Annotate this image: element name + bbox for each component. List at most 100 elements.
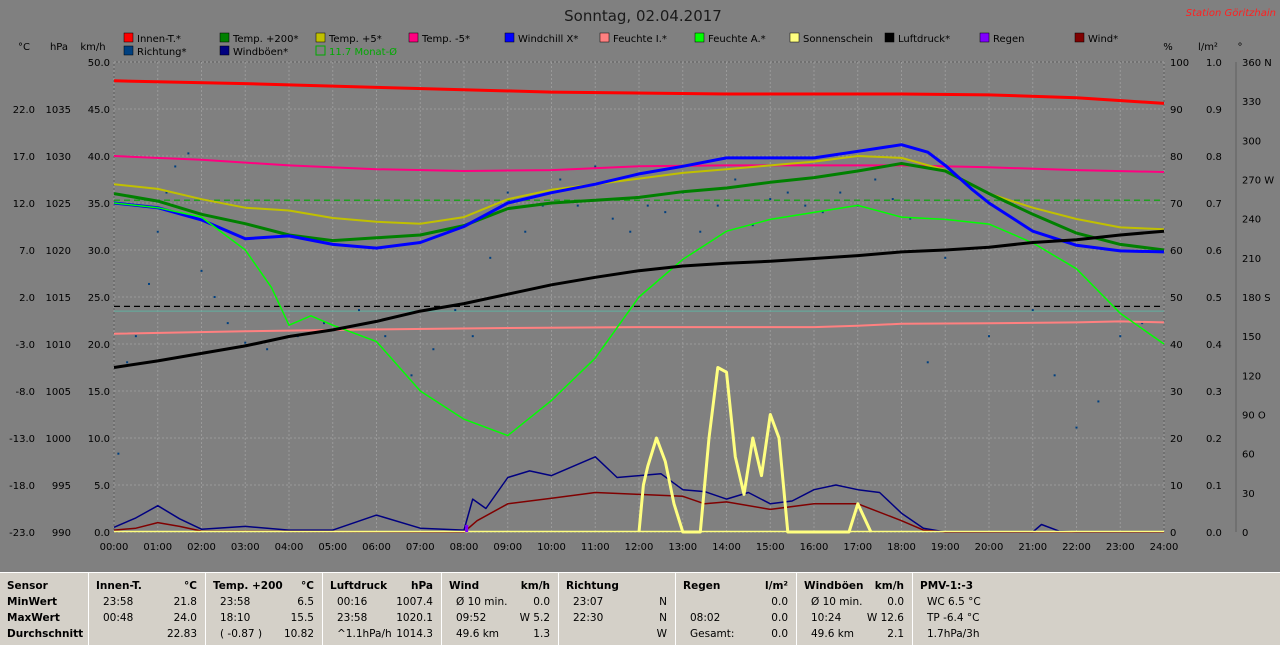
- richtung-point: [1097, 400, 1100, 403]
- richtung-point: [576, 204, 579, 207]
- tick-percent: 40: [1170, 340, 1183, 351]
- richtung-point: [734, 178, 737, 181]
- tick-celsius: 12.0: [13, 199, 35, 210]
- richtung-point: [891, 198, 894, 201]
- richtung-point: [804, 204, 807, 207]
- footer-header: Temp. +200: [213, 580, 283, 592]
- footer-unit: hPa: [411, 580, 433, 592]
- tick-lm2: 0.4: [1206, 340, 1222, 351]
- footer-label: ( -0.87 ): [220, 628, 263, 640]
- tick-celsius: 17.0: [13, 152, 35, 163]
- footer-label: Ø 10 min.: [811, 596, 863, 608]
- footer-col: Innen-T. °C 23:58 21.8 00:48 24.0 22.83: [88, 573, 205, 645]
- tick-celsius: -23.0: [9, 528, 35, 539]
- tick-degree: 360 N: [1242, 58, 1272, 69]
- footer-value: 1014.3: [396, 628, 433, 640]
- richtung-point: [244, 341, 247, 344]
- tick-degree: 240: [1242, 215, 1261, 226]
- footer-header: Luftdruck: [330, 580, 388, 592]
- tick-celsius: -18.0: [9, 481, 35, 492]
- footer-unit: km/h: [520, 580, 550, 592]
- footer-value: 24.0: [173, 612, 197, 624]
- footer-value: 0.0: [533, 596, 550, 608]
- tick-celsius: -3.0: [15, 340, 35, 351]
- legend-swatch-sonne: [789, 32, 800, 43]
- unit-celsius: °C: [18, 42, 30, 53]
- weather-chart: Sonntag, 02.04.2017 Station Göritzhain I…: [0, 0, 1280, 572]
- richtung-point: [117, 452, 120, 455]
- footer-header: Wind: [449, 580, 480, 592]
- richtung-point: [1031, 309, 1034, 312]
- legend-label-feuchte_a: Feuchte A.*: [708, 34, 766, 45]
- footer-label: MaxWert: [7, 612, 60, 624]
- richtung-point: [226, 322, 229, 325]
- richtung-point: [524, 230, 527, 233]
- tick-time: 11:00: [581, 542, 610, 553]
- richtung-point: [165, 191, 168, 194]
- richtung-point: [699, 230, 702, 233]
- tick-time: 01:00: [143, 542, 172, 553]
- tick-time: 14:00: [712, 542, 741, 553]
- richtung-point: [769, 198, 772, 201]
- footer-value: 0.0: [771, 596, 788, 608]
- footer-value: 0.0: [771, 628, 788, 640]
- footer-col: PMV-1:-3 WC 6.5 °C TP -6.4 °C 1.7hPa/3h: [912, 573, 1280, 645]
- tick-time: 10:00: [537, 542, 566, 553]
- tick-hpa: 1010: [46, 340, 71, 351]
- tick-kmh: 15.0: [88, 387, 110, 398]
- tick-kmh: 45.0: [88, 105, 110, 116]
- tick-degree: 210: [1242, 254, 1261, 265]
- legend-swatch-richtung: [123, 45, 134, 56]
- richtung-point: [559, 178, 562, 181]
- footer-unit: °C: [301, 580, 314, 592]
- chart-background: [0, 0, 1280, 572]
- tick-hpa: 1025: [46, 199, 71, 210]
- tick-degree: 60: [1242, 450, 1255, 461]
- footer-value: 0.0: [887, 596, 904, 608]
- tick-celsius: 7.0: [19, 246, 35, 257]
- tick-hpa: 1020: [46, 246, 71, 257]
- footer-value: 0.0: [771, 612, 788, 624]
- chart-axes: °C hPa km/h% l/m² ° 22.0 17.0 12.0 7.0 2.0 -3.0 -8.…: [9, 42, 1274, 553]
- footer-header: Innen-T.: [96, 580, 142, 592]
- tick-time: 15:00: [756, 542, 785, 553]
- tick-celsius: -8.0: [15, 387, 35, 398]
- footer-value: 10.82: [283, 628, 314, 640]
- footer-header: Sensor: [7, 580, 48, 592]
- richtung-point: [751, 224, 754, 227]
- footer-value: 1020.1: [396, 612, 433, 624]
- footer-label: ^1.1hPa/h: [337, 628, 392, 640]
- richtung-point: [174, 165, 177, 168]
- richtung-point: [926, 361, 929, 364]
- footer-label: 22:30: [573, 612, 604, 624]
- legend-label-windchill: Windchill X*: [518, 34, 578, 45]
- tick-time: 12:00: [625, 542, 654, 553]
- tick-degree: 300: [1242, 136, 1261, 147]
- tick-degree: 330: [1242, 97, 1261, 108]
- legend-label-monat: 11.7 Monat-Ø: [329, 46, 397, 58]
- tick-degree: 30: [1242, 489, 1255, 500]
- tick-time: 02:00: [187, 542, 216, 553]
- richtung-point: [410, 374, 413, 377]
- footer-value: 1007.4: [396, 596, 433, 608]
- richtung-point: [489, 256, 492, 259]
- footer-col: Regen l/m² 0.0 08:02 0.0 Gesamt: 0.0: [675, 573, 796, 645]
- footer-col: Sensor MinWert MaxWert Durchschnitt: [0, 573, 88, 645]
- series-druck: [113, 229, 1165, 369]
- tick-time: 23:00: [1106, 542, 1135, 553]
- tick-percent: 90: [1170, 105, 1183, 116]
- tick-kmh: 20.0: [88, 340, 110, 351]
- series-feuchte_i: [113, 320, 1165, 335]
- tick-kmh: 25.0: [88, 293, 110, 304]
- chart-plot-area: [113, 79, 1165, 534]
- legend-label-innen: Innen-T.*: [137, 34, 181, 45]
- footer-col: Richtung 23:07 N 22:30 N W: [558, 573, 675, 645]
- chart-title: Sonntag, 02.04.2017: [564, 7, 722, 25]
- tick-kmh: 50.0: [88, 58, 110, 69]
- legend-swatch-druck: [884, 32, 895, 43]
- tick-time: 17:00: [843, 542, 872, 553]
- tick-hpa: 1030: [46, 152, 71, 163]
- footer-label: Gesamt:: [690, 628, 735, 640]
- legend-swatch-innen: [123, 32, 134, 43]
- tick-time: 16:00: [800, 542, 829, 553]
